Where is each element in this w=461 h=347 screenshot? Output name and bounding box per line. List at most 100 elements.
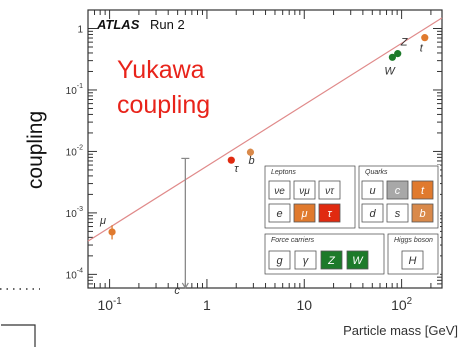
- legend-quark-bottom-1-box: [386, 203, 409, 223]
- y-tick-label-1: 10-3: [66, 206, 83, 220]
- experiment-label: ATLAS: [96, 17, 140, 32]
- legend-quark-top-1: c: [386, 180, 409, 200]
- y-tick-label-2: 10-2: [66, 144, 83, 158]
- legend-lepton-bottom-0: e: [268, 203, 291, 223]
- legend-force-carrier-2-text: Z: [327, 255, 336, 267]
- x-tick-exponent-3: 2: [407, 296, 412, 307]
- legend-force-carrier-2-box: [320, 250, 343, 270]
- point-label: c: [174, 285, 180, 297]
- point-2: τ: [227, 156, 239, 175]
- legend-higgs-0: H: [401, 250, 424, 270]
- legend-lepton-bottom-2: τ: [318, 203, 341, 223]
- legend-quarks-title: Quarks: [365, 169, 388, 176]
- legend-lepton-bottom-0-box: [268, 203, 291, 223]
- y-tick-exponent-2: -2: [77, 144, 83, 151]
- legend-quarks-frame: [358, 165, 439, 229]
- corner-frame-fragment: [1, 324, 36, 347]
- legend-lepton-bottom-1-box: [293, 203, 316, 223]
- point-label: t: [420, 43, 424, 55]
- sm-prediction-line: [87, 17, 443, 242]
- legend-quark-bottom-1: s: [386, 203, 409, 223]
- x-tick-labels: 10-1 1 10 102: [97, 296, 412, 313]
- legend-lepton-top-0-box: [268, 180, 291, 200]
- legend-force-carriers-title: Force carriers: [271, 237, 315, 244]
- legend-quark-bottom-0: d: [361, 203, 384, 223]
- plot-frame: [87, 9, 443, 289]
- legend-force-carrier-0: g: [268, 250, 291, 270]
- legend-higgs-frame: [387, 233, 439, 275]
- run-label: Run 2: [150, 17, 185, 32]
- x-tick-label-3: 102: [391, 296, 412, 313]
- legend-quark-bottom-2-text: b: [419, 208, 425, 220]
- y-tick-base-1: 10: [66, 209, 78, 220]
- legend-higgs-0-box: [401, 250, 424, 270]
- legend-quark-top-2-text: t: [421, 185, 425, 197]
- y-tick-base-2: 10: [66, 147, 78, 158]
- x-tick-label-1: 1: [203, 297, 211, 313]
- legend-force-carrier-3-text: W: [352, 255, 364, 267]
- point-1: c: [174, 157, 190, 297]
- legend-quark-bottom-1-text: s: [395, 208, 401, 220]
- yukawa-annotation-line2: coupling: [117, 91, 210, 119]
- legend-quark-top-1-box: [386, 180, 409, 200]
- yukawa-annotation-line1: Yukawa: [117, 56, 205, 84]
- legend-force-carrier-1: γ: [294, 250, 317, 270]
- y-tick-exponent-3: -1: [77, 83, 83, 90]
- point-4: W: [384, 53, 396, 77]
- legend-quark-top-2-box: [411, 180, 434, 200]
- legend-force-carrier-3: W: [346, 250, 369, 270]
- point-0: μ: [99, 215, 116, 240]
- legend-quark-bottom-2-box: [411, 203, 434, 223]
- point-marker: [421, 34, 429, 42]
- y-tick-exponent-1: -3: [77, 206, 83, 213]
- point-label: W: [384, 65, 396, 77]
- legend-quark-top-1-text: c: [395, 185, 401, 197]
- y-tick-base-4: 1: [77, 25, 83, 36]
- point-marker: [388, 53, 396, 61]
- point-marker: [394, 50, 402, 58]
- point-3: b: [246, 148, 255, 167]
- legend-lepton-bottom-2-text: τ: [327, 208, 332, 220]
- point-marker: [108, 228, 116, 236]
- legend-lepton-top-2-box: [318, 180, 341, 200]
- legend-force-carrier-3-box: [346, 250, 369, 270]
- point-marker: [246, 148, 255, 156]
- y-tick-base-3: 10: [66, 86, 78, 97]
- y-tick-label-0: 10-4: [66, 267, 83, 281]
- y-axis-label: coupling: [24, 111, 47, 189]
- plot-area: [87, 9, 443, 289]
- legend-lepton-bottom-2-box: [318, 203, 341, 223]
- legend-higgs-0-text: H: [409, 255, 417, 267]
- y-tick-label-3: 10-1: [66, 83, 83, 97]
- legend-force-carrier-2: Z: [320, 250, 343, 270]
- point-label: τ: [234, 163, 239, 175]
- legend-quark-top-0-text: u: [369, 185, 375, 197]
- point-label: μ: [99, 215, 106, 227]
- legend-lepton-bottom-1-text: μ: [300, 208, 307, 220]
- x-tick-base-1: 1: [203, 297, 211, 313]
- legend-lepton-top-2-text: ντ: [325, 186, 335, 197]
- y-tick-label-4: 1: [77, 25, 83, 36]
- x-tick-label-2: 10: [296, 297, 312, 313]
- legend-quark-bottom-2: b: [411, 203, 434, 223]
- y-tick-labels: 10-410-310-210-11: [66, 25, 84, 282]
- legend-force-carrier-0-box: [268, 250, 291, 270]
- x-tick-base-0: 10: [97, 297, 113, 313]
- legend-force-carrier-0-text: g: [276, 255, 283, 267]
- x-tick-exponent-0: -1: [113, 296, 122, 307]
- legend-lepton-top-0-text: νe: [274, 186, 285, 197]
- legend-leptons-frame: [264, 165, 356, 229]
- point-5: Z: [394, 37, 409, 58]
- legend-quark-top-0: u: [361, 180, 384, 200]
- legend-force-carrier-1-text: γ: [303, 255, 310, 267]
- x-tick-label-0: 10-1: [97, 296, 121, 313]
- point-label: Z: [400, 37, 409, 49]
- legend-leptons-title: Leptons: [271, 169, 296, 176]
- legend-higgs-title: Higgs boson: [394, 237, 433, 244]
- x-tick-base-2: 10: [296, 297, 312, 313]
- x-tick-base-3: 10: [391, 297, 407, 313]
- sm-prediction-segment: [87, 17, 443, 242]
- legend-lepton-top-1: νμ: [293, 180, 316, 200]
